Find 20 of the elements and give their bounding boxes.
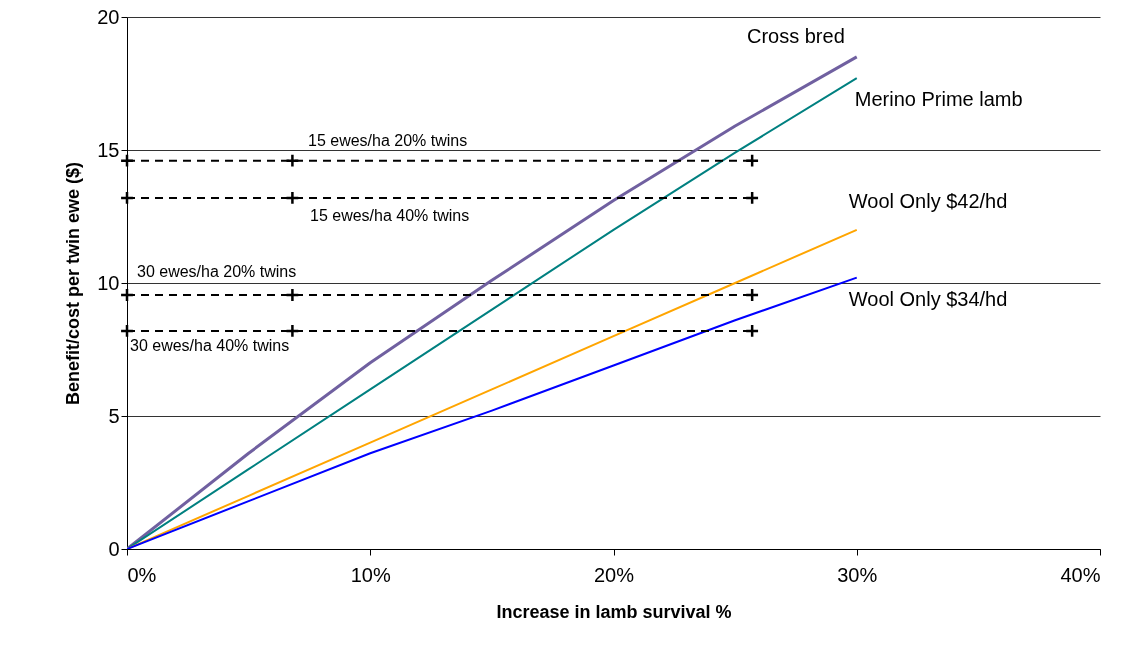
- x-tick-label: 10%: [350, 563, 391, 586]
- x-tick-label: 0%: [127, 563, 157, 586]
- y-tick-label: 0: [108, 537, 120, 560]
- x-tick-label: 40%: [1060, 563, 1101, 586]
- series-label: Wool Only $34/hd: [848, 287, 1008, 310]
- y-tick-label: 5: [108, 404, 120, 427]
- annotation: 15 ewes/ha 20% twins: [308, 132, 468, 149]
- annotation: 30 ewes/ha 40% twins: [130, 337, 290, 354]
- series-label: Wool Only $42/hd: [848, 189, 1008, 212]
- annotation: 15 ewes/ha 40% twins: [310, 207, 470, 224]
- x-axis-title: Increase in lamb survival %: [496, 601, 732, 622]
- y-axis-title: Benefit/cost per twin ewe ($): [63, 161, 84, 406]
- y-tick-label: 10: [97, 271, 120, 294]
- x-tick-label: 20%: [593, 563, 635, 586]
- series-label: Cross bred: [746, 24, 845, 47]
- x-tick-label: 30%: [837, 563, 878, 586]
- y-tick-label: 15: [97, 138, 120, 161]
- annotation: 30 ewes/ha 20% twins: [137, 263, 297, 280]
- series-label: Merino Prime lamb: [854, 88, 1023, 111]
- y-tick-label: 20: [97, 5, 120, 28]
